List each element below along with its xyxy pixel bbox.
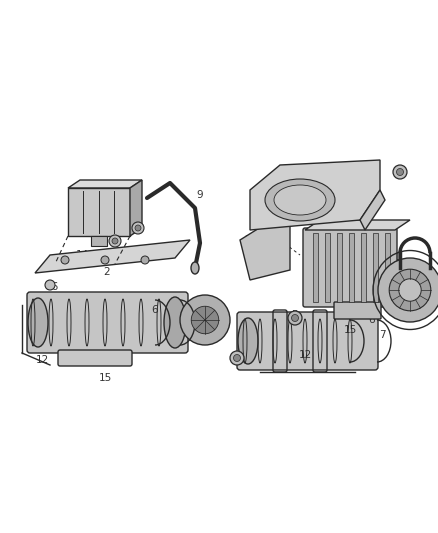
- Ellipse shape: [274, 185, 326, 215]
- Text: 12: 12: [35, 355, 49, 365]
- Circle shape: [135, 225, 141, 231]
- Text: 3: 3: [234, 353, 240, 363]
- FancyBboxPatch shape: [27, 292, 188, 353]
- Ellipse shape: [164, 297, 186, 348]
- Bar: [349, 233, 354, 302]
- Bar: [373, 233, 378, 302]
- Polygon shape: [68, 188, 130, 236]
- Text: 11: 11: [389, 252, 402, 262]
- Circle shape: [378, 258, 438, 322]
- Circle shape: [101, 256, 109, 264]
- Circle shape: [233, 354, 240, 361]
- Text: 15: 15: [343, 325, 357, 335]
- Bar: [337, 233, 342, 302]
- Circle shape: [393, 165, 407, 179]
- Circle shape: [399, 279, 421, 301]
- Polygon shape: [240, 215, 290, 280]
- Circle shape: [109, 235, 121, 247]
- Circle shape: [45, 280, 55, 290]
- Text: 16: 16: [46, 282, 59, 292]
- Circle shape: [230, 351, 244, 365]
- Ellipse shape: [238, 318, 258, 364]
- Polygon shape: [68, 180, 142, 188]
- Text: 2: 2: [245, 235, 251, 245]
- Text: 12: 12: [298, 350, 311, 360]
- Text: 15: 15: [99, 373, 112, 383]
- Text: 14: 14: [75, 250, 88, 260]
- Circle shape: [292, 314, 299, 321]
- Ellipse shape: [28, 298, 48, 347]
- Text: 9: 9: [197, 190, 203, 200]
- Circle shape: [389, 269, 431, 311]
- Circle shape: [180, 295, 230, 345]
- Bar: [361, 233, 366, 302]
- Ellipse shape: [191, 262, 199, 274]
- Circle shape: [132, 222, 144, 234]
- Circle shape: [191, 306, 219, 334]
- FancyBboxPatch shape: [303, 228, 397, 307]
- Circle shape: [112, 238, 118, 244]
- Text: 1: 1: [275, 173, 281, 183]
- Polygon shape: [250, 160, 380, 230]
- Text: 9: 9: [392, 273, 398, 283]
- Text: 6: 6: [369, 315, 375, 325]
- Polygon shape: [360, 190, 385, 230]
- Bar: [325, 233, 330, 302]
- Polygon shape: [35, 240, 190, 273]
- Circle shape: [288, 311, 302, 325]
- FancyBboxPatch shape: [58, 350, 132, 366]
- Text: 4: 4: [92, 180, 98, 190]
- Circle shape: [61, 256, 69, 264]
- Text: 4: 4: [342, 243, 348, 253]
- Polygon shape: [130, 180, 142, 236]
- Text: 2: 2: [104, 267, 110, 277]
- Circle shape: [396, 168, 403, 175]
- Text: 6: 6: [152, 305, 158, 315]
- Bar: [91, 236, 107, 246]
- Bar: [313, 233, 318, 302]
- Circle shape: [141, 256, 149, 264]
- FancyBboxPatch shape: [334, 302, 381, 319]
- Text: 13: 13: [118, 255, 132, 265]
- Bar: [385, 233, 390, 302]
- Polygon shape: [305, 220, 410, 230]
- Text: 5: 5: [292, 310, 298, 320]
- Text: 3: 3: [362, 167, 368, 177]
- Text: 7: 7: [379, 330, 385, 340]
- Ellipse shape: [265, 179, 335, 221]
- FancyBboxPatch shape: [237, 312, 378, 370]
- Text: 10: 10: [389, 262, 402, 272]
